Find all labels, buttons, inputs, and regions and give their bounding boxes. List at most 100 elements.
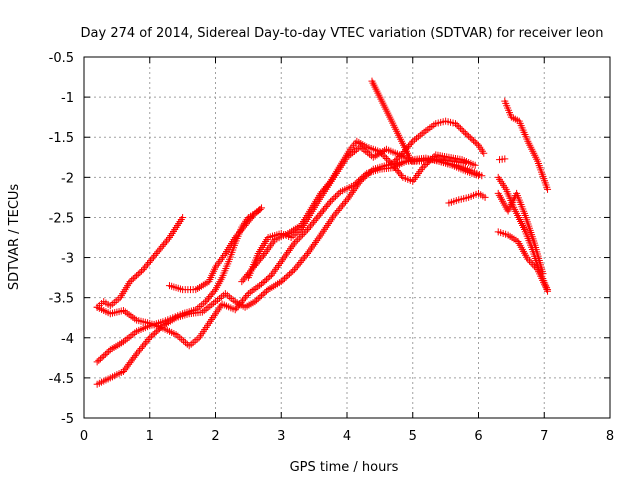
- data-sample-mark: [141, 264, 149, 272]
- data-point: [330, 212, 338, 220]
- data-sample-mark: [233, 304, 241, 312]
- data-sample-mark: [163, 237, 171, 245]
- y-tick-label: -3.5: [49, 292, 74, 307]
- chart-title: Day 274 of 2014, Sidereal Day-to-day VTE…: [81, 26, 604, 41]
- data-sample-mark: [210, 287, 218, 295]
- data-sample-mark: [178, 335, 186, 343]
- data-sample-mark: [299, 255, 307, 263]
- data-sample-mark: [128, 276, 136, 284]
- data-sample-mark: [239, 276, 247, 284]
- data-sample-mark: [471, 138, 479, 146]
- data-sample-mark: [136, 269, 144, 277]
- data-sample-mark: [302, 227, 310, 235]
- data-sample-mark: [465, 132, 473, 140]
- data-marks: [93, 77, 552, 388]
- data-sample-mark: [131, 273, 139, 281]
- series-arc-15: [494, 189, 547, 278]
- data-sample-mark: [151, 329, 159, 337]
- data-sample-mark: [206, 302, 214, 310]
- data-sample-mark: [294, 236, 302, 244]
- data-sample-mark: [293, 262, 301, 270]
- data-sample-mark: [333, 191, 341, 199]
- data-point: [258, 204, 266, 212]
- data-sample-mark: [455, 123, 463, 131]
- data-sample-mark: [311, 217, 319, 225]
- x-tick-label: 0: [80, 429, 88, 444]
- data-sample-mark: [363, 171, 371, 179]
- data-sample-mark: [394, 154, 402, 162]
- series-arc-1: [93, 156, 486, 350]
- data-sample-mark: [123, 362, 131, 370]
- data-sample-mark: [305, 224, 313, 232]
- data-sample-mark: [144, 260, 152, 268]
- series-arc-7: [244, 143, 469, 282]
- data-sample-mark: [98, 353, 106, 361]
- series-arc-12: [501, 97, 552, 193]
- data-sample-mark: [532, 264, 540, 272]
- data-point: [119, 367, 127, 375]
- data-sample-mark: [129, 355, 137, 363]
- data-sample-mark: [138, 267, 146, 275]
- data-sample-mark: [148, 255, 156, 263]
- data-sample-mark: [122, 364, 130, 372]
- data-sample-mark: [456, 124, 464, 132]
- data-sample-mark: [312, 215, 320, 223]
- data-sample-mark: [141, 339, 149, 347]
- data-sample-mark: [266, 273, 274, 281]
- data-point: [231, 306, 239, 314]
- y-tick-label: -3: [61, 252, 74, 267]
- data-sample-mark: [129, 330, 137, 338]
- data-sample-mark: [103, 349, 111, 357]
- data-point: [481, 193, 489, 201]
- data-sample-mark: [264, 274, 272, 282]
- data-point: [389, 159, 397, 167]
- data-sample-mark: [309, 218, 317, 226]
- data-sample-mark: [281, 275, 289, 283]
- data-point: [327, 197, 335, 205]
- data-sample-mark: [125, 333, 133, 341]
- data-sample-mark: [250, 211, 258, 219]
- data-sample-mark: [386, 158, 394, 166]
- data-sample-mark: [129, 275, 137, 283]
- data-sample-mark: [335, 189, 343, 197]
- data-sample-mark: [334, 206, 342, 214]
- data-sample-mark: [470, 137, 478, 145]
- data-sample-mark: [279, 276, 287, 284]
- data-point: [238, 278, 246, 286]
- data-sample-mark: [391, 157, 399, 165]
- data-sample-mark: [396, 152, 404, 160]
- data-sample-mark: [253, 296, 261, 304]
- data-sample-mark: [407, 139, 415, 147]
- data-point: [405, 153, 413, 161]
- data-point: [152, 250, 160, 258]
- data-sample-mark: [155, 246, 163, 254]
- x-tick-label: 5: [409, 429, 417, 444]
- data-point: [251, 298, 259, 306]
- data-point: [524, 255, 532, 263]
- data-sample-mark: [424, 159, 432, 167]
- data-point: [471, 161, 479, 169]
- data-sample-mark: [130, 353, 138, 361]
- data-sample-mark: [411, 136, 419, 144]
- data-sample-mark: [176, 334, 184, 342]
- data-sample-mark: [382, 154, 390, 162]
- data-sample-mark: [325, 199, 333, 207]
- data-sample-mark: [133, 272, 141, 280]
- y-tick-label: -4: [61, 332, 74, 347]
- data-point: [277, 278, 285, 286]
- data-sample-mark: [295, 260, 303, 268]
- data-sample-mark: [413, 134, 421, 142]
- series-arc-14: [494, 228, 552, 295]
- data-sample-mark: [297, 232, 305, 240]
- data-sample-mark: [105, 347, 113, 355]
- data-sample-mark: [416, 131, 424, 139]
- data-point: [290, 239, 298, 247]
- data-sample-mark: [315, 211, 323, 219]
- x-tick-label: 4: [343, 429, 351, 444]
- data-point: [501, 155, 509, 163]
- data-point: [139, 266, 147, 274]
- data-sample-mark: [308, 220, 316, 228]
- data-sample-mark: [330, 194, 338, 202]
- data-sample-mark: [414, 133, 422, 141]
- data-sample-mark: [466, 134, 474, 142]
